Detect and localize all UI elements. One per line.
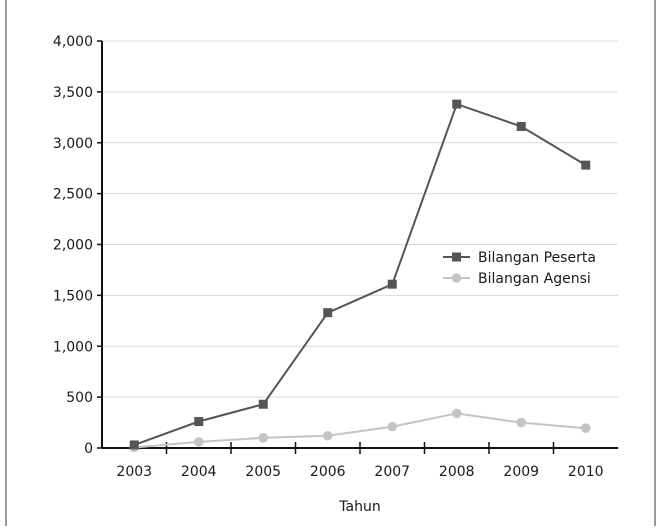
y-tick-label: 500 [66,390,93,406]
x-tick-label: 2009 [503,464,539,480]
data-point-circle [258,433,268,443]
y-tick-label: 3,000 [53,136,93,152]
x-tick-label: 2005 [245,464,281,480]
data-point-square [130,440,139,449]
legend-label: Bilangan Peserta [478,250,596,266]
legend-swatch-marker [452,253,461,262]
x-tick-label: 2006 [310,464,346,480]
data-point-square [323,308,332,317]
x-tick-label: 2007 [374,464,410,480]
data-point-square [452,100,461,109]
data-point-circle [323,431,333,441]
x-tick-label: 2004 [181,464,217,480]
data-point-square [388,280,397,289]
y-tick-label: 2,500 [53,187,93,203]
data-point-circle [581,423,591,433]
y-tick-label: 1,500 [53,288,93,304]
legend-label: Bilangan Agensi [478,271,591,287]
y-tick-label: 3,500 [53,85,93,101]
x-tick-label: 2008 [439,464,475,480]
data-point-circle [516,418,526,428]
data-point-square [581,161,590,170]
y-tick-label: 2,000 [53,238,93,254]
y-tick-label: 4,000 [53,34,93,50]
data-point-square [517,122,526,131]
y-tick-label: 0 [84,441,93,457]
data-point-circle [387,422,397,432]
x-tick-label: 2003 [116,464,152,480]
legend-swatch-marker [452,273,462,283]
x-tick-label: 2010 [568,464,604,480]
data-point-circle [194,437,204,447]
data-point-square [194,417,203,426]
x-axis-title: Tahun [338,499,380,515]
data-point-circle [452,409,462,419]
y-tick-label: 1,000 [53,339,93,355]
data-point-square [259,400,268,409]
